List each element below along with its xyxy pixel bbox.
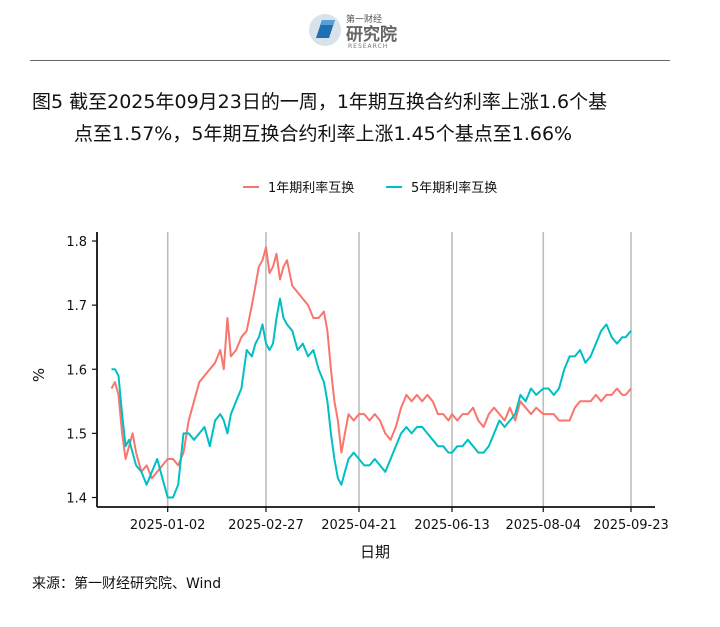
logo-name: 研究院 bbox=[346, 24, 397, 45]
y-tick-label: 1.5 bbox=[66, 427, 87, 442]
x-tick-label: 2025-02-27 bbox=[228, 518, 304, 533]
x-tick-label: 2025-04-21 bbox=[321, 518, 397, 533]
logo-top-text: 第一财经 bbox=[346, 13, 382, 25]
legend-label: 5年期利率互换 bbox=[411, 180, 497, 196]
y-tick-label: 1.4 bbox=[66, 492, 87, 507]
x-tick-label: 2025-08-04 bbox=[505, 518, 581, 533]
x-tick-label: 2025-01-02 bbox=[130, 518, 206, 533]
chart-axes: 2025-01-02 2025-02-27 2025-04-21 2025-06-13… bbox=[66, 232, 669, 533]
x-tick-label: 2025-06-13 bbox=[414, 518, 490, 533]
y-tick-label: 1.7 bbox=[66, 299, 87, 314]
y-tick-label: 1.6 bbox=[66, 363, 87, 378]
y-tick-label: 1.8 bbox=[66, 235, 87, 250]
series-line-1y bbox=[110, 246, 632, 480]
swap-rate-chart: 1年期利率互换 5年期利率互换 2025-01-02 2025-02-27 2025-… bbox=[30, 180, 669, 561]
chart-series bbox=[110, 246, 632, 499]
figure-title-line2: 点至1.57%，5年期互换合约利率上涨1.45个基点至1.66% bbox=[74, 123, 573, 145]
figure-title: 图5 截至2025年09月23日的一周，1年期互换合约利率上涨1.6个基 点至1… bbox=[32, 86, 692, 150]
x-axis-label: 日期 bbox=[360, 543, 390, 561]
research-logo: 第一财经 研究院 RESEARCH bbox=[309, 13, 397, 50]
source-note: 来源：第一财经研究院、Wind bbox=[32, 576, 222, 592]
figure-title-line1: 图5 截至2025年09月23日的一周，1年期互换合约利率上涨1.6个基 bbox=[32, 91, 608, 113]
header-divider bbox=[30, 60, 670, 61]
logo-sub: RESEARCH bbox=[348, 43, 388, 50]
chart-legend: 1年期利率互换 5年期利率互换 bbox=[243, 180, 497, 196]
y-axis-label: % bbox=[30, 368, 48, 382]
logo-emblem-icon bbox=[309, 14, 341, 46]
x-tick-label: 2025-09-23 bbox=[593, 518, 669, 533]
grid-lines bbox=[166, 232, 632, 507]
series-line-5y bbox=[111, 297, 632, 499]
legend-label: 1年期利率互换 bbox=[268, 180, 354, 196]
